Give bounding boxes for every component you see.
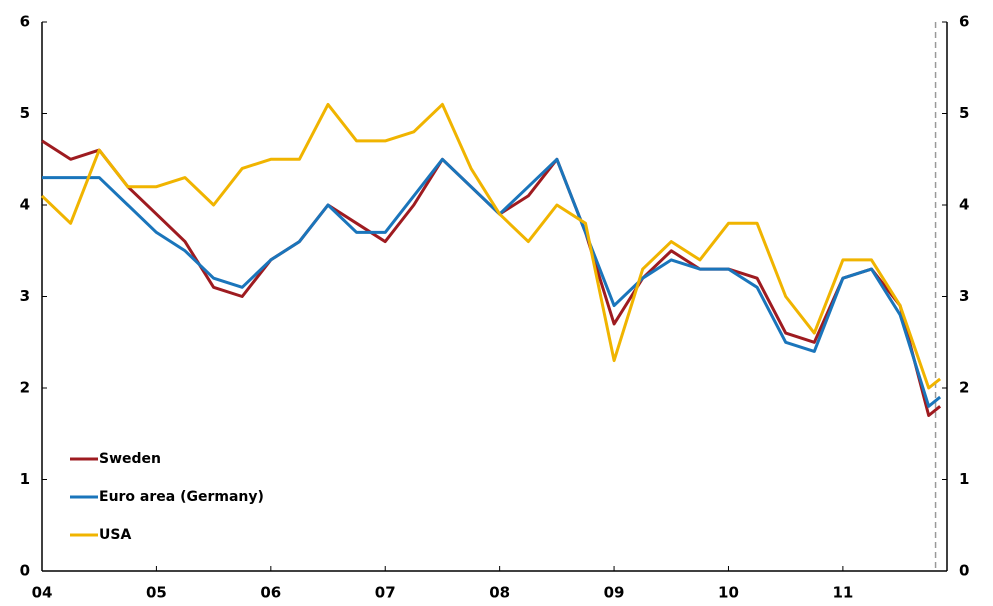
- y2-tick-label: 4: [959, 196, 969, 214]
- x-tick-label: 04: [32, 584, 53, 602]
- y-tick-label: 0: [20, 562, 30, 580]
- x-tick-label: 07: [375, 584, 396, 602]
- x-tick-label: 09: [604, 584, 625, 602]
- y-tick-label: 6: [20, 13, 30, 31]
- y-tick-label: 4: [20, 196, 30, 214]
- y2-tick-label: 3: [959, 287, 969, 305]
- x-tick-label: 05: [146, 584, 167, 602]
- x-tick-label: 08: [489, 584, 510, 602]
- y2-tick-label: 5: [959, 104, 969, 122]
- y2-tick-label: 6: [959, 13, 969, 31]
- legend-label: Euro area (Germany): [99, 489, 264, 505]
- y-tick-label: 5: [20, 104, 30, 122]
- y-tick-label: 1: [20, 470, 30, 488]
- series-line: [42, 157, 942, 408]
- x-tick-label: 06: [260, 584, 281, 602]
- x-tick-label: 10: [718, 584, 739, 602]
- y-tick-label: 3: [20, 287, 30, 305]
- y2-tick-label: 1: [959, 470, 969, 488]
- x-tick-label: 11: [832, 584, 853, 602]
- y2-tick-label: 2: [959, 379, 969, 397]
- series-line: [40, 102, 942, 390]
- series-line: [41, 139, 942, 417]
- y2-tick-label: 0: [959, 562, 969, 580]
- legend-label: USA: [99, 527, 131, 543]
- y-tick-label: 2: [20, 379, 30, 397]
- legend-label: Sweden: [99, 451, 161, 467]
